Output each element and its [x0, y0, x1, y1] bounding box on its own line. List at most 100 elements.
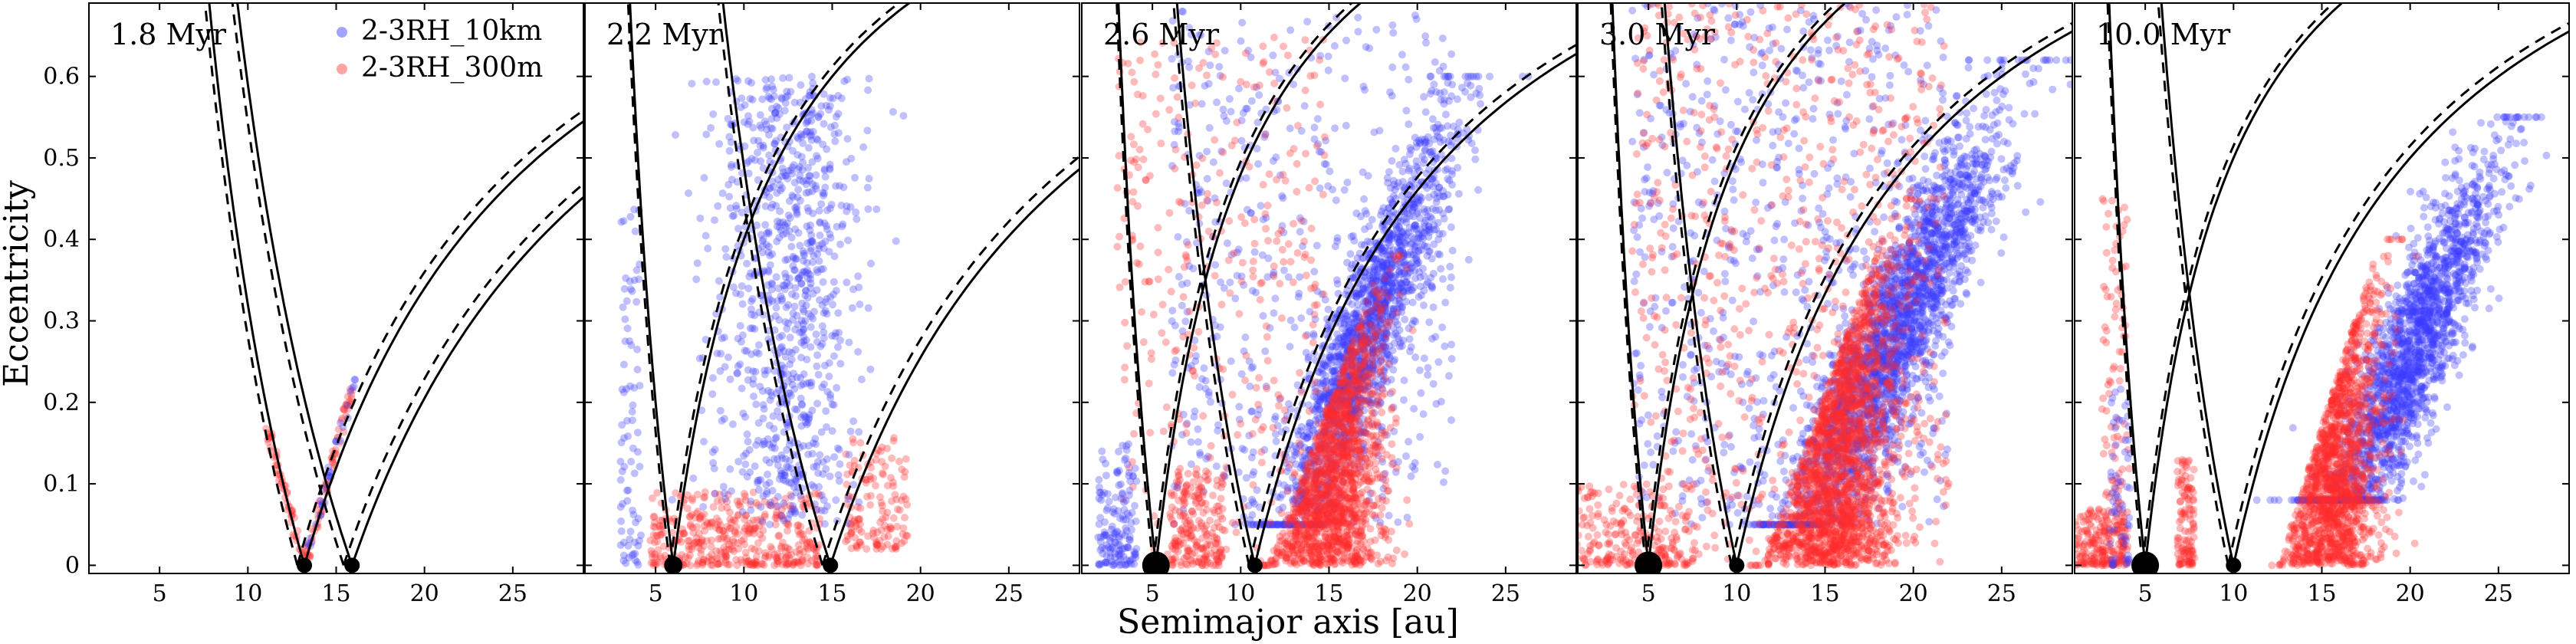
scatter-point-10km — [765, 151, 774, 159]
scatter-point-10km — [1296, 214, 1304, 222]
scatter-point-10km — [813, 351, 822, 360]
scatter-point-10km — [1447, 154, 1456, 163]
scatter-point-300m — [798, 557, 807, 565]
scatter-point-10km — [1306, 521, 1315, 529]
scatter-point-300m — [807, 557, 816, 565]
scatter-point-300m — [651, 550, 659, 558]
scatter-point-10km — [1300, 461, 1309, 469]
scatter-point-300m — [649, 561, 658, 570]
scatter-point-10km — [799, 326, 807, 334]
scatter-point-10km — [1372, 320, 1380, 328]
scatter-point-10km — [724, 114, 732, 123]
scatter-point-300m — [698, 558, 707, 567]
scatter-point-10km — [1310, 406, 1319, 415]
scatter-point-300m — [654, 558, 662, 567]
scatter-point-10km — [767, 285, 776, 294]
scatter-point-300m — [750, 559, 758, 567]
scatter-point-10km — [1435, 205, 1444, 214]
scatter-point-10km — [1378, 222, 1386, 231]
scatter-point-10km — [1344, 339, 1352, 347]
scatter-point-10km — [1411, 242, 1420, 250]
scatter-point-10km — [1178, 7, 1186, 15]
scatter-point-10km — [1183, 307, 1191, 316]
scatter-point-10km — [1330, 41, 1339, 50]
scatter-point-10km — [1377, 211, 1385, 219]
scatter-point-300m — [667, 518, 675, 525]
scatter-point-300m — [678, 550, 686, 559]
scatter-point-10km — [759, 401, 767, 409]
scatter-point-300m — [869, 529, 877, 537]
scatter-point-10km — [748, 297, 755, 305]
scatter-point-10km — [1386, 313, 1395, 321]
scatter-point-10km — [1289, 473, 1297, 481]
scatter-point-10km — [1371, 262, 1379, 271]
scatter-point-10km — [1330, 421, 1339, 429]
scatter-point-10km — [1324, 489, 1332, 498]
scatter-point-10km — [709, 110, 718, 118]
scatter-point-10km — [743, 259, 751, 268]
scatter-point-10km — [1403, 514, 1411, 521]
scatter-point-10km — [1349, 310, 1358, 318]
scatter-point-10km — [1361, 397, 1369, 406]
scatter-point-10km — [1332, 342, 1340, 350]
x-tick-label: 20 — [906, 580, 935, 607]
scatter-point-300m — [334, 425, 343, 433]
scatter-point-300m — [1366, 524, 1375, 533]
scatter-point-300m — [803, 539, 811, 547]
scatter-point-300m — [714, 560, 722, 568]
scatter-point-10km — [778, 331, 787, 340]
scatter-point-10km — [1292, 518, 1300, 525]
scatter-point-10km — [622, 274, 630, 282]
scatter-point-10km — [825, 373, 833, 380]
scatter-point-10km — [1390, 427, 1398, 435]
scatter-point-10km — [813, 268, 822, 277]
scatter-point-10km — [1283, 468, 1291, 475]
scatter-point-300m — [892, 537, 901, 545]
scatter-point-10km — [1378, 309, 1386, 317]
scatter-point-300m — [648, 550, 656, 558]
scatter-point-10km — [1361, 373, 1369, 381]
perihelion-crossing-curve — [829, 167, 1079, 566]
scatter-point-300m — [719, 533, 728, 541]
scatter-point-300m — [719, 527, 728, 535]
scatter-point-10km — [828, 427, 836, 435]
scatter-point-10km — [1322, 376, 1331, 385]
scatter-point-10km — [815, 206, 823, 215]
scatter-point-10km — [1322, 412, 1330, 420]
scatter-point-10km — [1385, 278, 1393, 286]
scatter-point-10km — [1370, 360, 1378, 368]
scatter-point-10km — [734, 362, 742, 370]
scatter-point-10km — [1328, 378, 1336, 386]
scatter-point-300m — [707, 518, 715, 527]
scatter-point-10km — [1364, 300, 1372, 308]
scatter-point-10km — [1340, 355, 1349, 363]
scatter-point-10km — [1331, 353, 1339, 361]
scatter-point-10km — [754, 419, 763, 427]
scatter-point-10km — [1350, 350, 1358, 358]
scatter-point-10km — [846, 427, 855, 435]
scatter-point-10km — [1255, 91, 1263, 99]
scatter-point-10km — [1424, 371, 1432, 380]
scatter-point-10km — [1271, 294, 1280, 303]
scatter-point-10km — [1367, 324, 1375, 332]
scatter-point-10km — [1399, 337, 1408, 344]
scatter-point-10km — [1327, 378, 1336, 386]
scatter-point-300m — [889, 437, 898, 445]
scatter-point-10km — [1370, 338, 1378, 347]
scatter-point-10km — [1424, 212, 1432, 221]
scatter-point-10km — [1344, 366, 1352, 374]
scatter-point-10km — [1313, 394, 1321, 402]
scatter-point-300m — [789, 561, 797, 569]
scatter-point-300m — [852, 519, 860, 527]
scatter-point-10km — [1374, 304, 1382, 313]
scatter-point-10km — [788, 169, 797, 178]
scatter-point-10km — [626, 337, 634, 345]
scatter-point-10km — [833, 444, 842, 452]
scatter-point-10km — [1247, 209, 1255, 217]
scatter-point-10km — [1395, 271, 1404, 278]
scatter-point-10km — [780, 281, 789, 290]
scatter-point-10km — [791, 508, 800, 516]
scatter-point-10km — [1319, 436, 1327, 445]
scatter-point-10km — [1421, 228, 1428, 237]
scatter-point-10km — [1372, 292, 1380, 300]
